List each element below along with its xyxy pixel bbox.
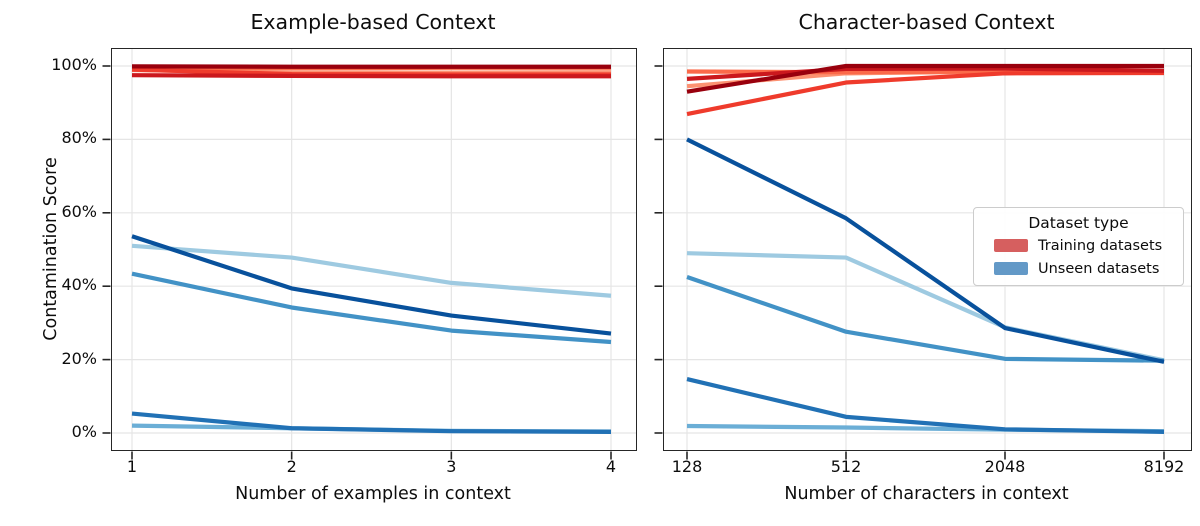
legend-entry-training: Training datasets xyxy=(982,234,1175,257)
y-tick-label: 80% xyxy=(61,128,97,148)
y-tick-label: 40% xyxy=(61,275,97,295)
x-tick-label: 512 xyxy=(830,457,862,476)
line-series-unseen xyxy=(131,271,612,345)
left-x-axis-label: Number of examples in context xyxy=(235,484,511,504)
x-tick-label: 2048 xyxy=(984,457,1026,476)
line-series-training xyxy=(686,66,1165,81)
x-tick-label: 4 xyxy=(605,457,617,476)
legend-entry-unseen: Unseen datasets xyxy=(982,257,1175,280)
x-tick-label: 2 xyxy=(286,457,297,476)
y-tick-label: 100% xyxy=(51,55,97,74)
legend-entry-label: Training datasets xyxy=(1038,237,1163,254)
right-plot-canvas xyxy=(654,49,1191,460)
line-series-unseen xyxy=(686,275,1165,363)
y-tick-label: 60% xyxy=(61,201,97,221)
x-tick-label: 3 xyxy=(446,457,457,476)
left-plot-canvas xyxy=(102,49,636,460)
line-series-training xyxy=(686,70,1165,117)
y-tick-label: 0% xyxy=(71,422,97,441)
line-series-unseen xyxy=(131,411,612,434)
right-x-axis-label: Number of characters in context xyxy=(784,484,1069,504)
line-series-training xyxy=(686,63,1164,94)
x-tick-label: 8192 xyxy=(1143,457,1185,476)
x-tick-label: 1 xyxy=(126,457,138,476)
line-series-training xyxy=(131,73,611,79)
line-series-unseen xyxy=(686,137,1165,364)
y-tick-label: 20% xyxy=(61,348,97,368)
unseen-datasets-swatch xyxy=(994,262,1028,275)
left-plot-title: Example-based Context xyxy=(250,10,496,34)
legend: Dataset type Training datasets Unseen da… xyxy=(973,207,1184,286)
line-series-unseen xyxy=(686,377,1165,434)
right-plot-title: Character-based Context xyxy=(798,10,1055,34)
x-tick-label: 128 xyxy=(671,457,703,476)
legend-entry-label: Unseen datasets xyxy=(1038,260,1160,277)
left-plot-area: 1 2 3 4 xyxy=(102,48,637,476)
line-series-unseen xyxy=(131,234,612,336)
line-series-unseen xyxy=(131,243,612,298)
y-axis-label: Contamination Score xyxy=(41,157,61,341)
legend-title: Dataset type xyxy=(1028,214,1129,232)
training-datasets-swatch xyxy=(994,239,1028,252)
